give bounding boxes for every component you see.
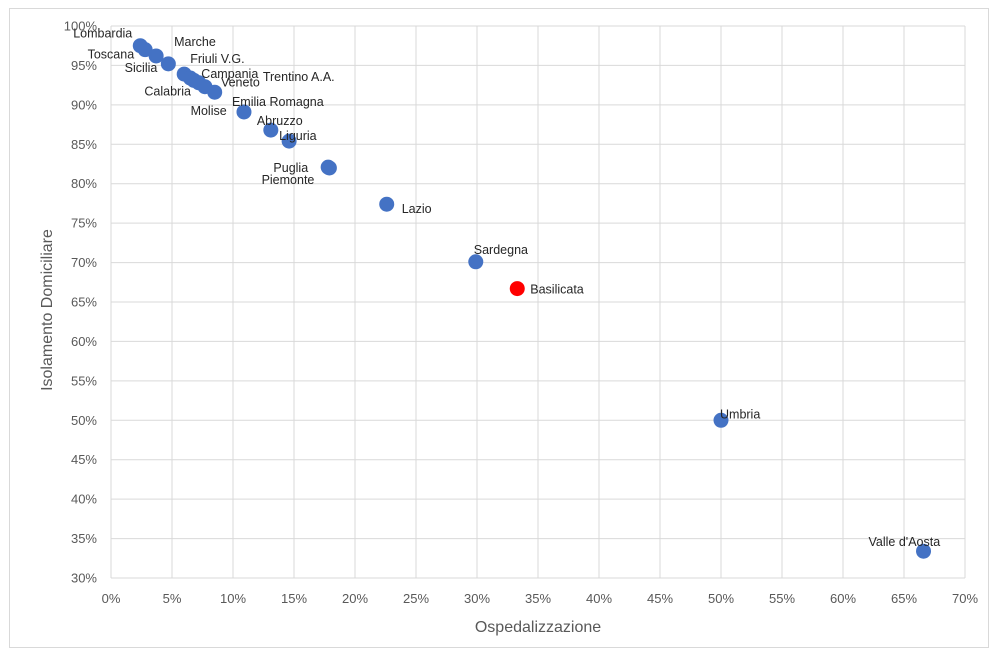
- y-tick-label: 70%: [71, 255, 97, 270]
- y-tick-label: 30%: [71, 571, 97, 586]
- data-label: Lombardia: [73, 27, 132, 41]
- y-tick-label: 40%: [71, 492, 97, 507]
- x-tick-label: 55%: [769, 591, 795, 606]
- x-tick-label: 5%: [163, 591, 182, 606]
- data-point: [263, 122, 279, 138]
- y-tick-label: 65%: [71, 295, 97, 310]
- data-label: Friuli V.G.: [190, 52, 244, 66]
- data-point: [468, 254, 484, 270]
- x-axis-title: Ospedalizzazione: [475, 619, 601, 636]
- data-label: Piemonte: [262, 173, 315, 187]
- data-point: [713, 412, 729, 428]
- data-point: [236, 104, 252, 120]
- data-point: [148, 48, 164, 64]
- data-label: Toscana: [88, 48, 135, 62]
- x-tick-label: 70%: [952, 591, 978, 606]
- x-axis-ticks: 0% 5% 10% 15% 20% 25% 30% 35% 40% 45% 50% 55% 60% 65%…: [102, 591, 979, 606]
- data-label: Lazio: [402, 202, 432, 216]
- y-tick-label: 80%: [71, 176, 97, 191]
- x-tick-label: 60%: [830, 591, 856, 606]
- x-tick-label: 35%: [525, 591, 551, 606]
- data-point: [160, 56, 176, 72]
- x-tick-label: 10%: [220, 591, 246, 606]
- y-tick-label: 60%: [71, 334, 97, 349]
- data-labels: Lombardia Toscana Marche Sicilia Friuli V.G.…: [73, 27, 940, 549]
- y-tick-label: 35%: [71, 531, 97, 546]
- data-label: Campania: [201, 67, 258, 81]
- data-point: [281, 133, 297, 149]
- x-tick-label: 15%: [281, 591, 307, 606]
- data-label: Marche: [174, 35, 216, 49]
- data-label: Liguria: [279, 129, 317, 143]
- data-label: Emilia Romagna: [232, 95, 324, 109]
- y-tick-label: 85%: [71, 137, 97, 152]
- data-point: [321, 160, 337, 176]
- data-label: Puglia: [273, 161, 308, 175]
- x-tick-label: 25%: [403, 591, 429, 606]
- data-point: [379, 196, 395, 212]
- x-tick-label: 30%: [464, 591, 490, 606]
- data-label: Calabria: [144, 84, 191, 98]
- data-label: Sicilia: [125, 61, 158, 75]
- y-tick-label: 45%: [71, 452, 97, 467]
- y-axis-ticks: 30% 35% 40% 45% 50% 55% 60% 65% 70% 75% 80% 85% 90% 9…: [64, 19, 98, 586]
- data-label: Sardegna: [474, 243, 528, 257]
- y-tick-label: 100%: [64, 19, 98, 34]
- y-tick-label: 75%: [71, 216, 97, 231]
- data-label: Valle d'Aosta: [869, 535, 941, 549]
- data-label: Basilicata: [530, 283, 584, 297]
- data-label: Abruzzo: [257, 114, 303, 128]
- x-tick-label: 40%: [586, 591, 612, 606]
- data-points: [132, 38, 932, 559]
- data-label: Molise: [191, 104, 227, 118]
- y-tick-label: 50%: [71, 413, 97, 428]
- data-point: [207, 84, 223, 100]
- x-tick-label: 20%: [342, 591, 368, 606]
- x-tick-label: 0%: [102, 591, 121, 606]
- x-tick-label: 65%: [891, 591, 917, 606]
- x-tick-label: 45%: [647, 591, 673, 606]
- x-tick-label: 50%: [708, 591, 734, 606]
- data-point: [137, 42, 153, 58]
- y-tick-label: 55%: [71, 373, 97, 388]
- data-label: Trentino A.A.: [263, 70, 335, 84]
- y-tick-label: 95%: [71, 58, 97, 73]
- data-point: [509, 281, 525, 297]
- y-tick-label: 90%: [71, 97, 97, 112]
- data-point: [916, 543, 932, 559]
- grid-lines: [110, 25, 966, 579]
- data-label: Veneto: [221, 76, 260, 90]
- data-label: Umbria: [720, 407, 760, 421]
- y-axis-title: Isolamento Domiciliare: [39, 229, 56, 391]
